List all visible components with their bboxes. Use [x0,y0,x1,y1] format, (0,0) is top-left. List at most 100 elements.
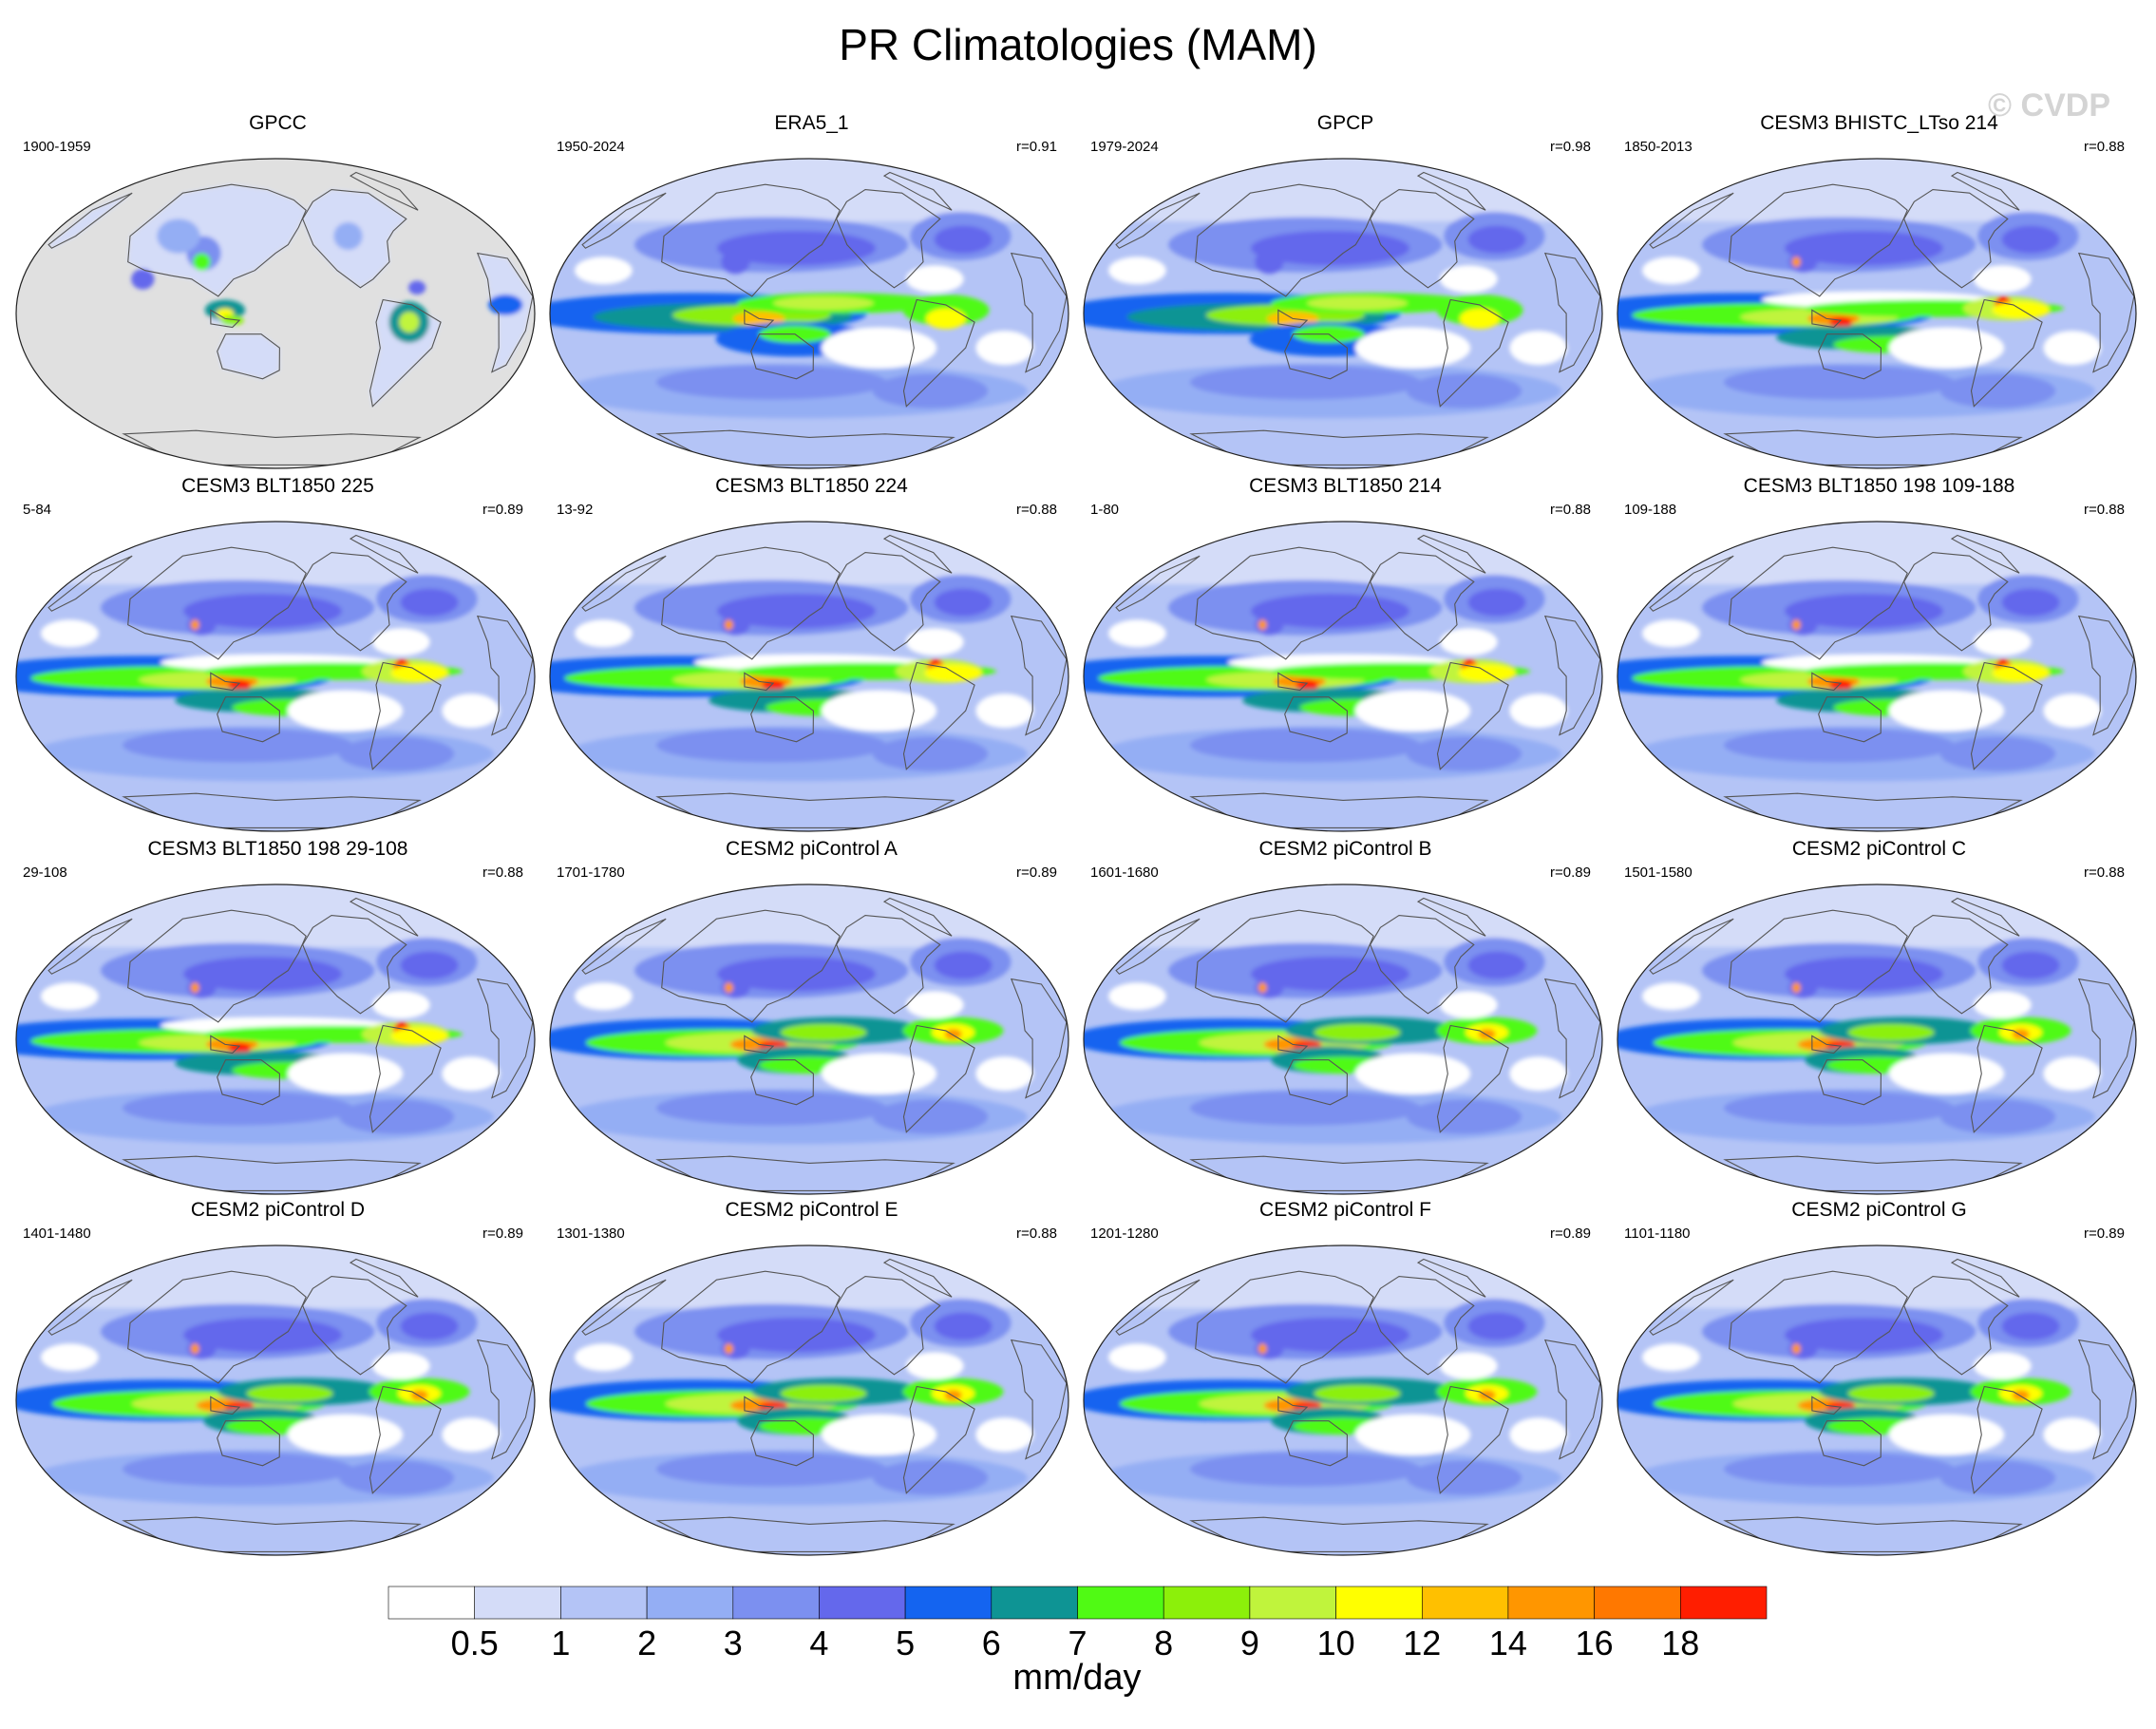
precip-blob [575,619,633,648]
precip-blob [905,1352,964,1380]
precip-blob [1888,1414,2005,1455]
precip-blob [1189,1091,1421,1126]
precip-blob [287,1053,404,1094]
precip-blob [1255,614,1284,636]
europe-outline [47,918,133,975]
precip-blob [1354,1414,1471,1455]
precip-blob [187,614,217,636]
precip-blob [1314,1384,1401,1402]
asia-outline [1729,909,1908,1023]
europe-outline [1115,1279,1201,1336]
europe-outline [581,1279,667,1336]
north-america-outline [1370,189,1475,289]
map-border [1083,884,1603,1195]
colorbar-tick-label: 10 [1317,1624,1355,1662]
precip-blob [655,365,887,400]
maritime-continent-outline [210,672,241,692]
panel-correlation: r=0.88 [1016,1226,1057,1242]
panel-title: CESM3 BLT1850 214 [1249,475,1442,497]
greenland-outline [1950,897,2020,937]
greenland-outline [1416,534,1486,574]
colorbar-tick-label: 0.5 [451,1624,499,1662]
precip-blob [721,250,750,275]
colorbar-swatch [732,1586,820,1620]
polar-band [1617,1245,2136,1308]
precip-blob [780,1384,867,1402]
precip-blob [488,294,523,315]
precip-blob [1847,1384,1935,1402]
precip-blob [975,331,1034,366]
precip-blob [1354,690,1471,732]
colorbar-swatch [1507,1586,1595,1620]
precip-blob [934,951,993,979]
precip-blob [1939,373,2056,408]
south-america-outline [369,661,442,770]
precip-blob [2012,1390,2030,1401]
precip-blob [1785,231,1943,266]
precip-map [15,884,536,1195]
maritime-continent-outline [210,309,241,329]
maritime-continent-outline [744,672,775,692]
australia-outline [1818,696,1882,743]
map-border [1083,158,1603,469]
precip-blob [333,222,363,250]
panel-title: CESM2 piControl C [1791,838,1967,860]
precip-blob [1406,1099,1522,1134]
chart-title: PR Climatologies (MAM) [839,20,1317,69]
africa-outline [476,978,534,1099]
panel-years: 1101-1180 [1624,1226,1691,1242]
precip-blob [2001,588,2060,617]
precip-blob [41,619,99,648]
africa-outline [2077,1339,2135,1460]
colorbar-swatch [1077,1586,1164,1620]
precip-blob [1478,1029,1496,1040]
maritime-continent-outline [1277,309,1309,329]
precip-blob [400,951,459,979]
panel-years: 1950-2024 [557,139,625,155]
map-border [1083,521,1603,832]
colorbar-tick-label: 16 [1576,1624,1614,1662]
australia-outline [1818,1420,1882,1467]
panel-title: CESM3 BLT1850 225 [181,475,374,497]
precip-blob [1791,1343,1801,1355]
asia-outline [127,909,307,1023]
asia-outline [661,909,841,1023]
precip-blob [2043,694,2102,729]
europe-outline [1649,555,1734,612]
panel-title: CESM2 piControl E [725,1199,898,1221]
precip-blob [400,1312,459,1340]
land-fill [217,333,280,379]
land-fill [127,184,307,296]
map-border [1617,521,2137,832]
precip-blob [1723,728,1955,763]
precip-blob [2012,1029,2030,1040]
map-border [549,158,1069,469]
polar-band [16,522,535,584]
precip-blob [1642,1343,1700,1372]
south-america-outline [1970,1024,2043,1133]
precip-blob [575,1343,633,1372]
precip-blob [1108,1343,1166,1372]
panel-correlation: r=0.88 [2084,502,2125,518]
precip-blob [122,1091,353,1126]
panel-correlation: r=0.88 [1550,502,1591,518]
europe-outline [1649,1279,1734,1336]
africa-outline [1010,1339,1068,1460]
panel-correlation: r=0.89 [1550,864,1591,881]
maritime-continent-outline [1277,672,1309,692]
precip-blob [1642,256,1700,285]
panel-years: 1900-1959 [23,139,91,155]
europe-outline [1115,192,1201,249]
precip-blob [1478,1390,1496,1401]
asia-outline [1195,1270,1374,1384]
greenland-outline [1416,1258,1486,1298]
panel-years: 5-84 [23,502,52,518]
map-panel: CESM2 piControl B 1601-1680 r=0.89 [1077,838,1614,1199]
polar-band [550,522,1069,584]
map-panel: CESM2 piControl A 1701-1780 r=0.89 [543,838,1080,1199]
precip-blob [190,982,199,994]
polar-band [550,159,1069,221]
south-america-outline [1970,1385,2043,1494]
precip-blob [724,982,733,994]
precip-blob [1992,664,2050,682]
